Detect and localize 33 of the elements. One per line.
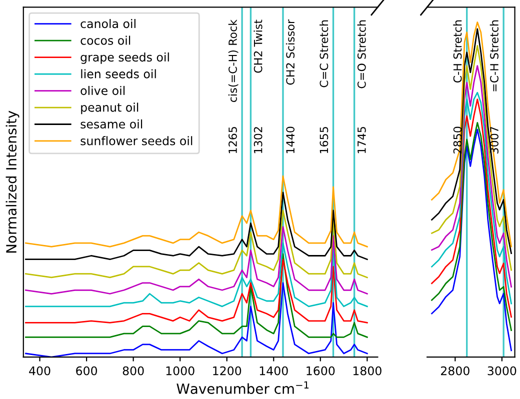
annotation: 3007 — [490, 126, 498, 154]
legend-label: olive oil — [80, 86, 125, 96]
annotation: 1302 — [254, 127, 262, 154]
ref-line-label: CH2 Scissor — [286, 19, 295, 85]
x-tick-label: 400 — [29, 366, 50, 376]
annotation: 1655 — [320, 126, 328, 154]
annotation: 1265 — [228, 126, 237, 154]
legend-label: peanut oil — [81, 102, 138, 114]
x-tick-label: 1400 — [260, 366, 288, 376]
x-tick-label: 600 — [76, 366, 98, 376]
y-axis-title: Normalized Intensity — [6, 110, 20, 253]
legend-label: grape seeds oil — [80, 52, 169, 64]
legend-label: canola oil — [80, 18, 136, 28]
x-axis-title: Wavenumber cm$^{−1}$ — [176, 381, 309, 394]
annotation: 1745 — [358, 126, 366, 154]
legend-label: lien seeds oil — [81, 69, 156, 78]
annotation: 1440 — [286, 126, 295, 154]
ref-line-label: C=O Stretch — [357, 20, 366, 88]
legend-label: sunflower seeds oil — [80, 136, 192, 146]
ref-line-label: C-H Stretch — [453, 20, 462, 83]
x-tick-label: 1200 — [213, 366, 242, 376]
ref-line-label: CH2 Twist — [254, 20, 262, 73]
ref-line-label: =C-H Stretch — [490, 20, 498, 92]
x-tick-label: 2800 — [441, 366, 470, 376]
legend-label: cocos oil — [80, 36, 130, 45]
legend-label: sesame oil — [80, 119, 142, 129]
ref-line-label: C=C Stretch — [320, 20, 328, 88]
x-tick-label: 800 — [122, 366, 144, 376]
x-tick-label: 1800 — [353, 366, 382, 376]
ref-line-label: cis(=C-H) Rock — [228, 19, 238, 102]
x-tick-label: 1600 — [306, 366, 335, 376]
x-tick-label: 1000 — [166, 366, 194, 376]
x-tick-label: 3000 — [488, 366, 516, 376]
